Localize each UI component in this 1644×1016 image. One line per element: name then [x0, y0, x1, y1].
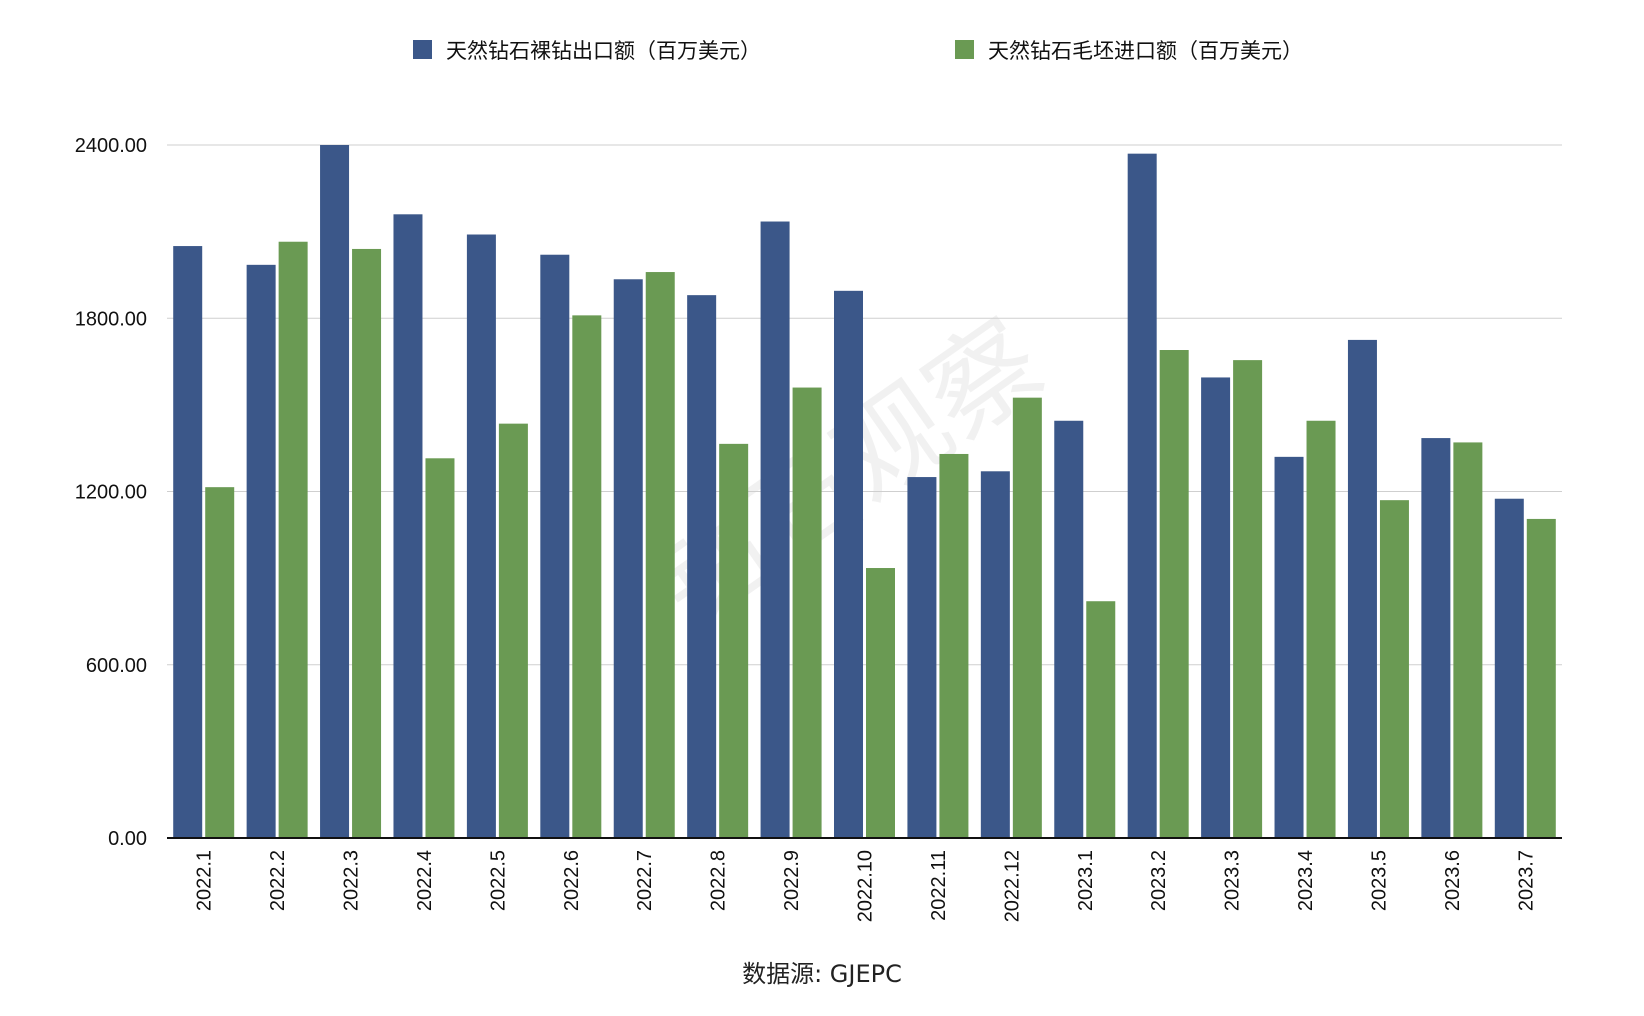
x-tick-label: 2022.5 [487, 850, 509, 911]
bar-series-1 [1054, 420, 1084, 838]
bar-series-2 [1233, 360, 1263, 838]
bar-series-1 [540, 254, 570, 839]
bar-series-1 [1421, 438, 1451, 838]
x-tick-label: 2023.6 [1442, 850, 1464, 911]
x-tick-label: 2022.7 [634, 850, 656, 911]
x-tick-label: 2022.11 [928, 850, 950, 921]
bar-series-2 [352, 248, 382, 838]
bar-series-1 [1494, 498, 1524, 838]
x-tick-label: 2023.1 [1075, 850, 1097, 911]
x-tick-label: 2022.2 [267, 850, 289, 911]
bar-series-1 [173, 246, 203, 838]
bar-series-2 [278, 241, 308, 838]
bar-series-1 [393, 214, 423, 839]
y-tick-label: 2400.00 [75, 135, 147, 157]
bar-series-2 [866, 568, 895, 838]
bar-series-2 [792, 387, 822, 838]
bar-series-2 [1306, 420, 1336, 838]
legend-swatch-2 [955, 40, 974, 59]
legend-label-2: 天然钻石毛坯进口额（百万美元） [988, 39, 1303, 63]
bar-series-1 [246, 264, 276, 838]
bar-series-1 [320, 145, 350, 838]
x-tick-label: 2022.1 [194, 850, 216, 911]
legend-label-1: 天然钻石裸钻出口额（百万美元） [446, 39, 761, 63]
x-tick-label: 2022.9 [781, 850, 803, 911]
bar-series-1 [760, 221, 790, 839]
x-tick-label: 2022.12 [1001, 850, 1023, 922]
x-tick-label: 2023.2 [1148, 850, 1170, 911]
bar-series-2 [1379, 500, 1409, 838]
x-tick-label: 2022.6 [561, 850, 583, 911]
y-tick-label: 600.00 [86, 655, 147, 677]
bar-series-1 [980, 471, 1010, 838]
x-tick-label: 2022.8 [708, 850, 730, 911]
bar-series-2 [719, 443, 749, 838]
bar-series-2 [498, 423, 528, 838]
bar-series-2 [1453, 442, 1483, 838]
y-tick-label: 1800.00 [75, 308, 147, 330]
bar-series-2 [1159, 350, 1189, 838]
bar-series-2 [572, 315, 602, 838]
bar-series-2 [1086, 601, 1116, 838]
bar-series-2 [425, 458, 455, 838]
bar-series-1 [613, 279, 643, 838]
bar-series-1 [466, 234, 496, 838]
bar-series-2 [939, 453, 969, 838]
bar-series-1 [1127, 153, 1157, 839]
x-tick-label: 2023.3 [1222, 850, 1244, 911]
x-tick-label: 2022.3 [341, 850, 363, 911]
bar-series-1 [907, 477, 937, 838]
legend: 天然钻石裸钻出口额（百万美元） 天然钻石毛坯进口额（百万美元） [413, 39, 1303, 63]
bars [173, 145, 1556, 839]
x-tick-label: 2023.5 [1368, 850, 1390, 911]
bar-series-1 [687, 295, 717, 838]
bar-series-1 [1274, 456, 1304, 838]
bar-series-2 [1012, 397, 1042, 838]
bar-series-1 [834, 290, 863, 839]
bar-series-2 [645, 272, 675, 838]
y-tick-label: 0.00 [108, 828, 147, 850]
axes: 0.00 600.00 1200.00 1800.00 2400.00 2022.1 202… [75, 135, 1562, 922]
bar-series-1 [1347, 339, 1377, 838]
bar-series-2 [205, 487, 235, 838]
source-label: 数据源: GJEPC [742, 960, 902, 988]
bar-series-1 [1201, 377, 1231, 838]
y-tick-label: 1200.00 [75, 482, 147, 504]
bar-series-2 [1526, 518, 1556, 838]
x-tick-label: 2022.10 [855, 850, 877, 922]
x-tick-label: 2022.4 [414, 850, 436, 911]
legend-swatch-1 [413, 40, 432, 59]
x-tick-label: 2023.7 [1515, 850, 1537, 911]
x-tick-label: 2023.4 [1295, 850, 1317, 911]
